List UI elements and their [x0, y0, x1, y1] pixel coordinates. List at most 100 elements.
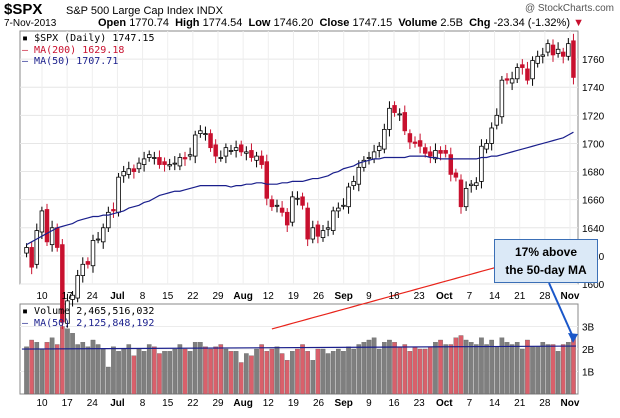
candle-body	[131, 168, 137, 172]
high-value: 1774.54	[202, 17, 243, 29]
volume-bar	[254, 348, 259, 395]
price-tick-label: 1660	[582, 196, 605, 207]
volume-bar	[116, 351, 121, 395]
candle-body	[80, 263, 86, 276]
volume-bar	[192, 342, 198, 395]
x-tick-label-volume: 14	[489, 398, 501, 409]
x-tick-label: 19	[288, 291, 300, 302]
x-tick-label-volume: 9	[366, 398, 372, 409]
candle-body	[126, 168, 132, 175]
candle-body	[75, 275, 80, 299]
candle-body	[90, 240, 96, 267]
volume-bar	[376, 348, 382, 395]
legend-ma50: — MA(50) 1707.71	[22, 56, 119, 67]
down-arrow-icon: ▼	[573, 17, 584, 29]
candle-body	[70, 294, 75, 300]
candle-body	[336, 207, 341, 212]
volume-bar	[233, 351, 239, 395]
candle-body	[95, 238, 101, 241]
candle-body	[106, 211, 111, 229]
price-tick-label: 1720	[582, 111, 605, 122]
legend-ma200: — MA(200) 1629.18	[22, 45, 125, 56]
chg-value: -23.34 (-1.32%)	[493, 17, 570, 29]
legend-volume-text: Volume 2,465,516,032	[34, 306, 155, 317]
candle-body	[376, 145, 382, 151]
x-tick-label-volume: 24	[87, 398, 99, 409]
candle-body	[274, 204, 280, 207]
candle-body	[571, 40, 576, 78]
x-tick-label: Nov	[561, 291, 580, 302]
candle-body	[162, 161, 167, 165]
volume-value: 2.5B	[440, 17, 463, 29]
volume-bar	[514, 342, 520, 395]
x-tick-label: 21	[514, 291, 526, 302]
volume-bar	[70, 333, 75, 395]
candle-body	[535, 55, 540, 64]
candle-body	[182, 157, 188, 160]
x-tick-label-volume: 26	[313, 398, 325, 409]
candle-body	[566, 43, 571, 57]
candle-body	[249, 150, 254, 158]
candle-body	[264, 161, 270, 199]
volume-bar	[346, 346, 351, 395]
volume-bar	[75, 344, 80, 395]
ticker-symbol: $SPX	[4, 1, 43, 18]
volume-bar	[284, 360, 290, 395]
candle-body	[494, 114, 500, 126]
index-title: S&P 500 Large Cap Index INDX	[66, 5, 223, 17]
volume-bar	[428, 346, 433, 395]
volume-bar	[274, 346, 280, 395]
candle-body	[310, 227, 316, 240]
open-value: 1770.74	[129, 17, 169, 29]
candle-body	[545, 43, 551, 53]
candle-body	[499, 79, 505, 118]
x-tick-label-volume: Nov	[561, 398, 580, 409]
candle-body	[34, 230, 40, 265]
volume-bar	[474, 344, 479, 395]
volume-bar	[249, 355, 254, 395]
volume-bar	[100, 348, 106, 395]
x-tick-label-volume: 23	[414, 398, 426, 409]
x-tick-label-volume: 22	[187, 398, 199, 409]
candle-body	[356, 166, 362, 185]
candle-body	[141, 158, 147, 165]
candle-body	[136, 162, 142, 170]
volume-bar	[121, 348, 126, 395]
volume-bar	[525, 339, 530, 395]
candle-body	[397, 113, 402, 116]
x-tick-label: Aug	[233, 291, 252, 302]
x-tick-label: 9	[366, 291, 372, 302]
volume-bar	[504, 342, 510, 395]
volume-bar	[489, 339, 494, 395]
volume-bar	[172, 348, 178, 395]
x-tick-label-volume: 17	[62, 398, 74, 409]
x-tick-label-volume: 7	[467, 398, 473, 409]
candle-body	[346, 186, 351, 208]
candle-body	[479, 145, 484, 182]
annotation-line2: the 50-day MA	[505, 263, 587, 277]
volume-bar	[330, 351, 336, 395]
volume-bar	[223, 348, 229, 395]
annotation-arrowhead	[568, 333, 578, 343]
candle-body	[254, 155, 259, 161]
volume-bar	[228, 351, 234, 395]
candle-body	[484, 143, 489, 150]
volume-bar	[412, 346, 418, 395]
volume-bar	[499, 337, 505, 395]
close-label: Close	[319, 17, 350, 29]
volume-bar	[540, 342, 546, 395]
volume-bar	[80, 342, 86, 395]
volume-bar	[484, 344, 489, 395]
volume-bar	[279, 353, 285, 395]
quote-stats: Open 1770.74 High 1774.54 Low 1746.20 Cl…	[98, 17, 584, 29]
x-tick-label-volume: Aug	[233, 398, 252, 409]
volume-bar	[458, 335, 464, 395]
candle-body	[387, 107, 392, 130]
volume-bar	[218, 344, 224, 395]
candle-body	[152, 157, 157, 159]
volume-bar	[382, 342, 387, 395]
volume-bar	[44, 342, 50, 395]
x-tick-label: Oct	[436, 291, 453, 302]
candle-body	[24, 247, 29, 254]
candle-body	[458, 179, 464, 208]
